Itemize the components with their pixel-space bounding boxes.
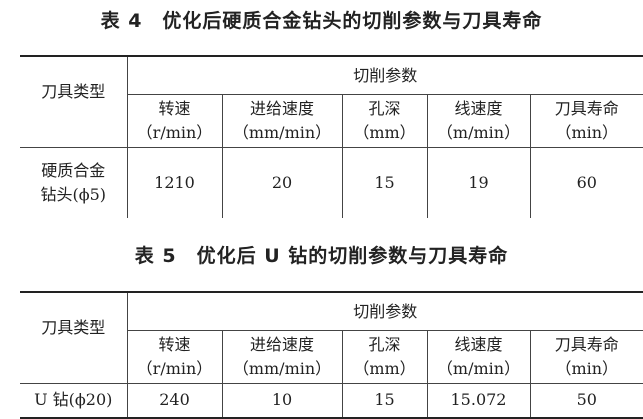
col-header-linear-speed: 线速度 （m/min） [426, 94, 530, 148]
col-header-linear-speed: 线速度 （m/min） [426, 330, 530, 384]
col-header-tool-life: 刀具寿命 （min） [529, 330, 643, 384]
col-header-tool-life: 刀具寿命 （min） [529, 94, 643, 148]
tool-type-header: 刀具类型 [20, 292, 127, 384]
col-header-depth: 孔深 （mm） [341, 94, 427, 148]
cell-feed: 20 [221, 147, 342, 218]
table-row: 硬质合金 钻头(ϕ5) 1210 20 15 19 60 [20, 147, 643, 218]
cutting-params-header: 切削参数 [126, 292, 643, 331]
cell-feed: 10 [221, 383, 342, 418]
col-header-depth: 孔深 （mm） [341, 330, 427, 384]
cell-depth: 15 [341, 147, 427, 218]
col-header-feed: 进给速度 （mm/min） [221, 330, 342, 384]
table-row: U 钻(ϕ20) 240 10 15 15.072 50 [20, 383, 643, 418]
col-header-feed: 进给速度 （mm/min） [221, 94, 342, 148]
col-header-speed: 转速 （r/min） [126, 330, 222, 384]
cell-speed: 240 [126, 383, 222, 418]
tool-type-header: 刀具类型 [20, 56, 127, 148]
table4-caption: 表 4 优化后硬质合金钻头的切削参数与刀具寿命 [100, 10, 543, 32]
cell-tool-life: 50 [529, 383, 643, 418]
table4: 刀具类型 切削参数 转速 （r/min） 进给速度 （mm/min） 孔深 （mm） … [20, 55, 643, 218]
cutting-params-header: 切削参数 [126, 56, 643, 95]
cell-tool-life: 60 [529, 147, 643, 218]
tool-name: 硬质合金 钻头(ϕ5) [40, 160, 107, 204]
cell-linear-speed: 15.072 [426, 383, 530, 418]
cell-speed: 1210 [126, 147, 222, 218]
cell-depth: 15 [341, 383, 427, 418]
tool-name: U 钻(ϕ20) [34, 390, 113, 410]
table5-caption: 表 5 优化后 U 钻的切削参数与刀具寿命 [134, 245, 509, 267]
table5: 刀具类型 切削参数 转速 （r/min） 进给速度 （mm/min） 孔深 （mm） … [20, 291, 643, 419]
col-header-speed: 转速 （r/min） [126, 94, 222, 148]
cell-linear-speed: 19 [426, 147, 530, 218]
